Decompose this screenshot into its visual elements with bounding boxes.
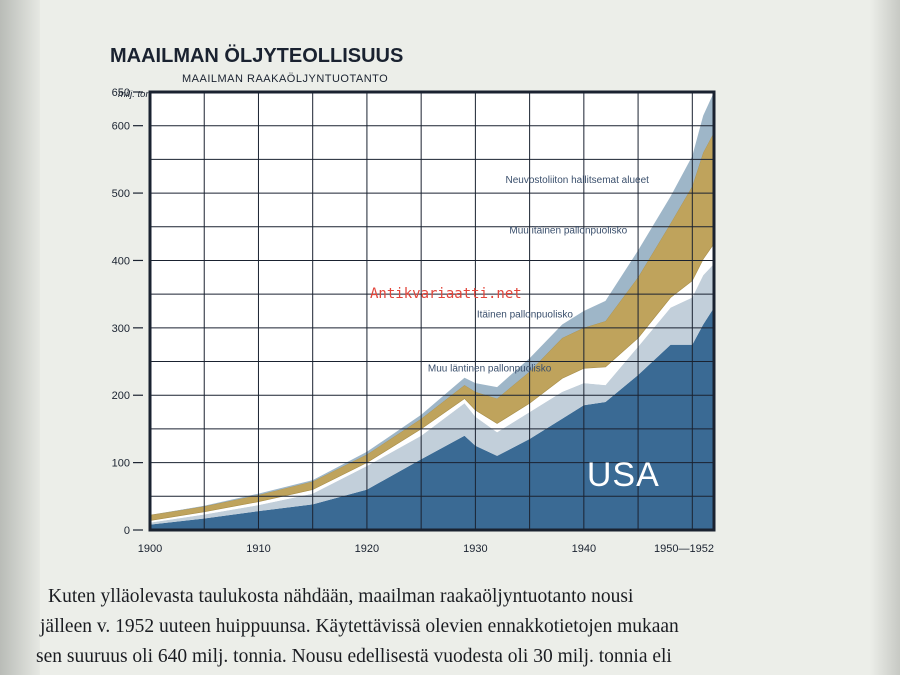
page-gutter-shadow xyxy=(0,0,40,675)
area-usa xyxy=(150,307,714,530)
body-line: Kuten ylläolevasta taulukosta nähdään, m… xyxy=(48,586,634,607)
y-tick-label: 100 xyxy=(112,458,130,470)
y-tick-label: 300 xyxy=(112,323,130,335)
watermark: Antikvariaatti.net xyxy=(370,286,522,302)
area-muu-läntinen-pallonpuolisko xyxy=(150,263,714,525)
y-tick-label: 200 xyxy=(112,390,130,402)
y-tick-label: 0 xyxy=(124,525,130,537)
chart-subtitle: MAAILMAN RAAKAÖLJYNTUOTANTO xyxy=(182,73,388,85)
series-annotation: Muu itäinen pallonpuolisko xyxy=(509,226,627,237)
grid-lines xyxy=(150,92,714,530)
series-annotation: Muu läntinen pallonpuolisko xyxy=(428,364,552,375)
y-tick-label: 400 xyxy=(112,255,130,267)
x-tick-label: 1900 xyxy=(138,543,162,555)
area-itäinen-pallonpuolisko xyxy=(150,243,714,523)
page-edge-shadow xyxy=(870,0,900,675)
body-line: jälleen v. 1952 uuteen huippuunsa. Käyte… xyxy=(40,616,679,637)
series-annotation: Neuvostoliiton hallitsemat alueet xyxy=(506,175,650,186)
x-tick-label: 1950—1952 xyxy=(654,543,714,555)
y-tick-label: 500 xyxy=(112,188,130,200)
x-tick-label: 1940 xyxy=(572,543,596,555)
y-tick-label: 650 xyxy=(112,87,130,99)
y-axis: 0 100 200 300 400 500 600 650 xyxy=(112,87,143,537)
x-tick-label: 1920 xyxy=(355,543,379,555)
y-axis-label: milj. tonnia xyxy=(118,89,163,100)
area-neuvostoliiton-hallitsemat-alueet xyxy=(150,92,714,516)
series-annotations: Neuvostoliiton hallitsemat alueet Muu itä… xyxy=(428,175,660,494)
body-line: sen suuruus oli 640 milj. tonnia. Nousu … xyxy=(36,646,672,667)
body-paragraph: Kuten ylläolevasta taulukosta nähdään, m… xyxy=(36,582,878,672)
x-tick-label: 1910 xyxy=(246,543,270,555)
x-tick-label: 1930 xyxy=(463,543,487,555)
series-annotation: Itäinen pallonpuolisko xyxy=(477,310,574,321)
usa-label: USA xyxy=(587,456,660,494)
y-tick-label: 600 xyxy=(112,121,130,133)
plot-frame xyxy=(148,90,716,532)
chart-title: MAAILMAN ÖLJYTEOLLISUUS xyxy=(110,44,403,67)
x-axis: 1900 1910 1920 1930 1940 1950—1952 xyxy=(138,543,714,555)
